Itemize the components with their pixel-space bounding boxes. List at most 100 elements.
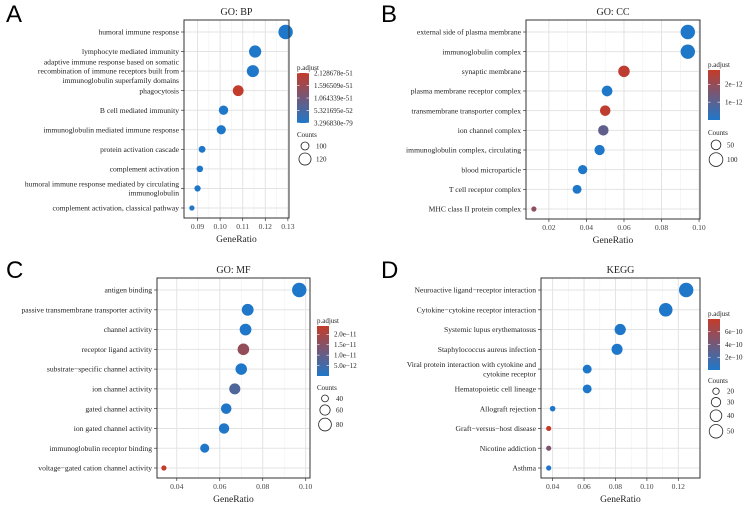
data-point <box>658 303 673 317</box>
data-point <box>546 425 552 432</box>
color-bar <box>297 73 309 123</box>
y-tick-label-line: Asthma <box>512 464 536 473</box>
y-tick-label-line: Systemic lupus erythematosus <box>444 325 536 334</box>
data-point <box>578 165 588 175</box>
y-tick-label: immunoglobulin receptor binding <box>49 444 152 453</box>
color-legend-label: 1.064339e-51 <box>314 94 353 102</box>
size-legend-label: 120 <box>316 155 327 163</box>
color-legend-label: 2.0e−11 <box>334 331 357 339</box>
x-tick-label: 0.02 <box>542 223 555 232</box>
y-tick-label-line: immunoglobulin receptor binding <box>49 444 152 453</box>
y-tick-label-line: gated channel activity <box>85 404 152 413</box>
y-tick-label-line: immunoglobulin complex <box>442 47 521 56</box>
y-tick-label-line: ion channel activity <box>92 384 152 393</box>
data-point <box>582 384 592 394</box>
y-tick-label-line: Graft−versus−host disease <box>456 424 537 433</box>
data-point <box>218 423 230 434</box>
data-point <box>239 323 252 336</box>
y-tick-label: complement activation, classical pathway <box>52 204 179 213</box>
y-tick-label: Systemic lupus erythematosus <box>444 325 536 334</box>
data-point <box>232 85 244 97</box>
y-tick-label: Hematopoietic cell lineage <box>455 384 537 393</box>
x-tick-label: 0.08 <box>655 223 668 232</box>
size-legend-circle <box>319 404 331 416</box>
y-tick-label: T cell receptor complex <box>449 185 521 194</box>
x-tick-label: 0.13 <box>281 222 294 231</box>
plot-border <box>183 19 290 219</box>
x-tick-label: 0.10 <box>299 482 312 491</box>
y-tick-label-line: T cell receptor complex <box>449 185 521 194</box>
panel-b: B GO: CC 0.02 0.04 0.06 0.08 0.10 external side… <box>381 1 743 246</box>
y-tick-label: humoral immune response mediated by circ… <box>25 179 179 197</box>
y-tick-label: blood microparticle <box>461 165 521 174</box>
y-tick-label-line: Staphylococcus aureus infection <box>438 345 536 354</box>
x-tick-label: 0.06 <box>213 482 226 491</box>
y-tick-label: Graft−versus−host disease <box>456 424 537 433</box>
data-point <box>161 465 167 471</box>
color-legend-label: 2e−12 <box>725 81 743 89</box>
color-legend-label: 4e−10 <box>725 341 743 349</box>
y-tick-label: substrate−specific channel activity <box>47 365 152 374</box>
size-legend-circle <box>709 409 723 422</box>
y-tick-label: plasma membrane receptor complex <box>411 87 521 96</box>
data-point <box>278 24 293 40</box>
color-legend-label: 3.296830e-79 <box>314 119 353 127</box>
y-tick-label: protein activation cascade <box>100 145 179 154</box>
y-tick-label: Asthma <box>512 464 536 473</box>
y-tick-label-line: Nicotine addiction <box>480 444 537 453</box>
plot-border <box>540 277 701 479</box>
y-tick-label: external side of plasma membrane <box>417 28 522 37</box>
plot-area <box>526 20 700 219</box>
color-bar <box>708 319 720 370</box>
color-legend-label: 6e−10 <box>725 328 743 336</box>
color-legend-label: 1e−12 <box>725 99 743 107</box>
data-point <box>246 65 259 78</box>
x-tick-label: 0.10 <box>640 482 653 491</box>
color-legend-label: 1.0e−11 <box>334 352 357 360</box>
data-point <box>582 364 592 374</box>
x-tick-label: 0.10 <box>213 222 226 231</box>
panel-c: C GO: MF 0.04 0.06 0.08 0.10 antigen binding pa… <box>6 257 357 505</box>
data-point <box>531 206 537 212</box>
y-tick-label: immunoglobulin complex, circulating <box>406 146 521 155</box>
data-point <box>546 445 552 451</box>
data-point <box>678 282 694 298</box>
chart-title: GO: CC <box>596 7 629 18</box>
y-tick-label-line: lymphocyte mediated immunity <box>82 47 179 56</box>
y-tick-label: voltage−gated cation channel activity <box>38 464 152 473</box>
y-tick-label-line: phagocytosis <box>139 86 179 95</box>
size-legend-circle <box>710 397 722 408</box>
color-legend-title: p.adjust <box>708 61 730 69</box>
data-point <box>611 343 623 355</box>
y-tick-label: Nicotine addiction <box>480 444 537 453</box>
y-tick-label: complement activation <box>110 164 180 173</box>
y-tick-label-line: passive transmembrane transporter activi… <box>21 305 152 314</box>
color-legend-label: 5.0e−12 <box>334 362 357 370</box>
plot-area <box>184 20 289 218</box>
data-point <box>618 65 630 78</box>
y-tick-label-line: immunoglobulin <box>128 189 179 198</box>
size-legend-title: Counts <box>708 129 728 137</box>
size-legend-title: Counts <box>297 131 317 139</box>
y-tick-label: adaptive immune response based on somati… <box>38 58 180 85</box>
y-tick-label: lymphocyte mediated immunity <box>82 47 179 56</box>
y-tick-label: ion gated channel activity <box>74 424 152 433</box>
y-tick-label: ion channel activity <box>92 384 152 393</box>
y-tick-label: MHC class II protein complex <box>429 205 522 214</box>
y-tick-label-line: Hematopoietic cell lineage <box>455 384 537 393</box>
color-bar <box>317 326 329 376</box>
y-tick-label-line: B cell mediated immunity <box>100 106 179 115</box>
y-tick-label-line: humoral immune response mediated by circ… <box>25 179 179 188</box>
data-point <box>546 465 552 471</box>
y-tick-label: gated channel activity <box>85 404 152 413</box>
x-tick-label: 0.11 <box>236 222 249 231</box>
data-point <box>599 105 611 116</box>
plot-border <box>156 277 311 479</box>
size-legend-label: 80 <box>336 421 344 429</box>
data-point <box>198 145 206 153</box>
y-tick-label-line: ion gated channel activity <box>74 424 152 433</box>
size-legend-label: 40 <box>336 395 344 403</box>
y-tick-label-line: plasma membrane receptor complex <box>411 87 521 96</box>
data-point <box>200 443 210 453</box>
x-tick-label: 0.09 <box>191 222 204 231</box>
